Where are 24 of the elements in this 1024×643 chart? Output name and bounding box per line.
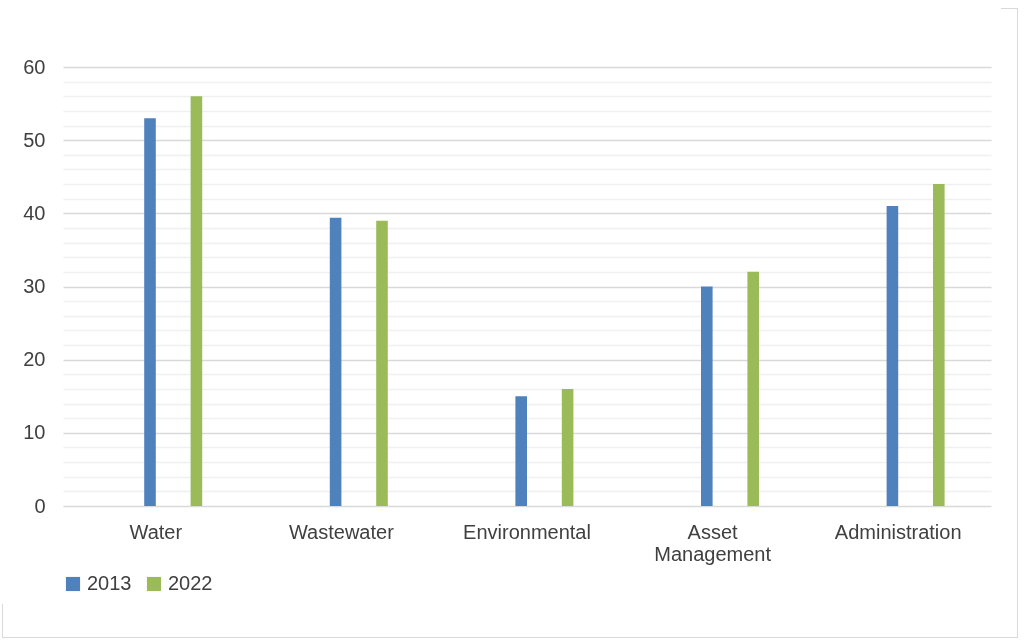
bar bbox=[747, 271, 759, 506]
y-tick-label: 0 bbox=[34, 494, 46, 517]
bar bbox=[144, 118, 156, 506]
x-tick-label: Wastewater bbox=[288, 520, 395, 543]
y-tick-label: 60 bbox=[23, 55, 46, 78]
bar bbox=[515, 396, 527, 506]
bar bbox=[561, 388, 574, 506]
bar bbox=[886, 206, 899, 506]
x-tick-label: Environmental bbox=[463, 520, 591, 543]
bar bbox=[933, 184, 945, 506]
legend-label: 2022 bbox=[168, 572, 213, 594]
x-tick-label: Water bbox=[129, 520, 183, 543]
y-tick-label: 10 bbox=[23, 421, 46, 444]
bar bbox=[329, 217, 342, 506]
y-tick-label: 50 bbox=[23, 128, 46, 151]
y-tick-label: 30 bbox=[23, 275, 46, 297]
x-tick-label: Asset Management bbox=[654, 520, 772, 565]
bar bbox=[701, 286, 713, 506]
x-tick-label: Administration bbox=[834, 520, 962, 543]
y-tick-label: 40 bbox=[23, 201, 46, 224]
bar bbox=[376, 220, 388, 506]
bar bbox=[190, 96, 203, 506]
legend-label: 2013 bbox=[87, 572, 132, 594]
y-tick-label: 20 bbox=[23, 348, 46, 371]
